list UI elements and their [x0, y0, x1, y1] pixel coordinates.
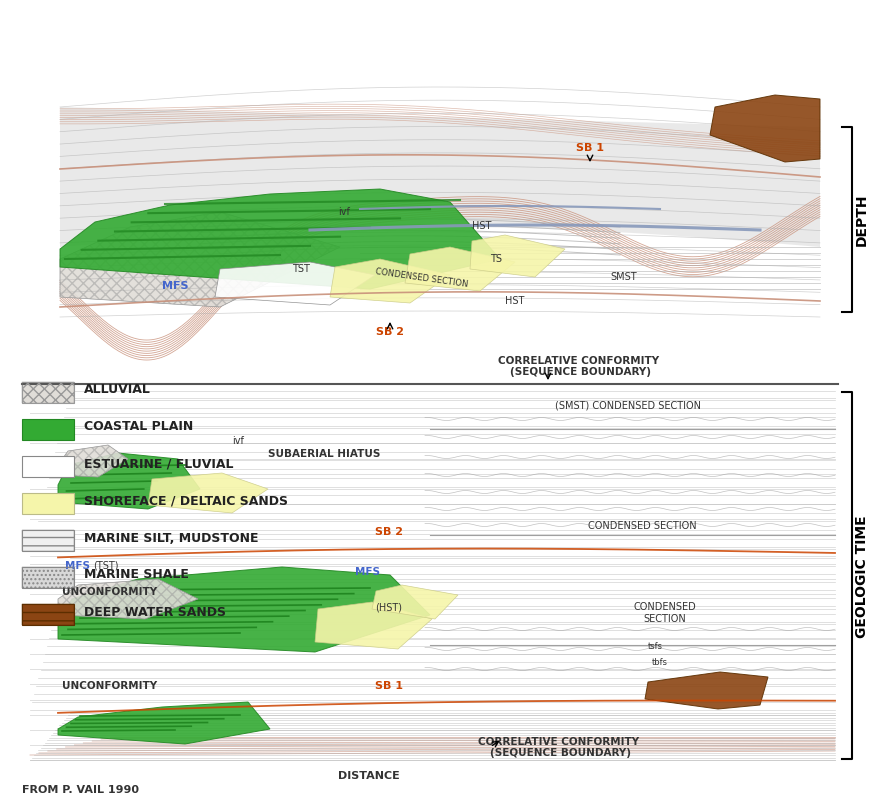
Text: tbfs: tbfs — [651, 658, 667, 667]
Text: (HST): (HST) — [375, 603, 401, 613]
Polygon shape — [58, 453, 200, 509]
Polygon shape — [58, 579, 198, 619]
Polygon shape — [329, 259, 449, 303]
Text: SB 2: SB 2 — [375, 527, 402, 537]
Text: SB 1: SB 1 — [575, 143, 603, 153]
Polygon shape — [60, 107, 819, 247]
Bar — [22, 604, 74, 625]
Text: UNCONFORMITY: UNCONFORMITY — [62, 681, 157, 691]
Text: MARINE SILT, MUDSTONE: MARINE SILT, MUDSTONE — [84, 532, 258, 545]
Text: ALLUVIAL: ALLUVIAL — [84, 383, 150, 396]
Text: GEOLOGIC TIME: GEOLOGIC TIME — [854, 516, 868, 638]
Bar — [22, 382, 74, 403]
Bar — [22, 493, 74, 514]
Text: MFS: MFS — [65, 561, 90, 571]
Polygon shape — [215, 262, 375, 305]
Polygon shape — [372, 585, 457, 619]
Text: COASTAL PLAIN: COASTAL PLAIN — [84, 420, 193, 433]
Polygon shape — [60, 189, 500, 289]
Text: SMST: SMST — [609, 272, 636, 282]
Text: SUBAERIAL HIATUS: SUBAERIAL HIATUS — [268, 449, 380, 459]
Bar — [22, 604, 74, 625]
Text: HST: HST — [472, 221, 491, 231]
Bar — [22, 382, 74, 403]
Text: SB 1: SB 1 — [375, 681, 402, 691]
Text: (SMST) CONDENSED SECTION: (SMST) CONDENSED SECTION — [554, 401, 700, 411]
Text: tsfs: tsfs — [647, 642, 662, 651]
Polygon shape — [469, 235, 564, 277]
Bar — [22, 456, 74, 477]
Text: UNCONFORMITY: UNCONFORMITY — [62, 587, 157, 597]
Text: SB 2: SB 2 — [375, 327, 403, 337]
Text: CONDENSED SECTION: CONDENSED SECTION — [375, 267, 468, 289]
Text: CORRELATIVE CONFORMITY: CORRELATIVE CONFORMITY — [497, 356, 659, 366]
Text: (TST): (TST) — [93, 561, 118, 571]
Text: ivf: ivf — [232, 436, 243, 446]
Bar — [22, 530, 74, 551]
Polygon shape — [58, 445, 128, 477]
Text: TST: TST — [292, 264, 309, 274]
Text: DISTANCE: DISTANCE — [338, 771, 399, 781]
Text: CONDENSED SECTION: CONDENSED SECTION — [587, 521, 696, 531]
Text: HST: HST — [504, 296, 524, 306]
Text: DEEP WATER SANDS: DEEP WATER SANDS — [84, 605, 226, 618]
Text: CONDENSED
SECTION: CONDENSED SECTION — [633, 602, 695, 624]
Text: FROM P. VAIL 1990: FROM P. VAIL 1990 — [22, 785, 139, 795]
Polygon shape — [315, 602, 432, 649]
Text: (SEQUENCE BOUNDARY): (SEQUENCE BOUNDARY) — [509, 367, 650, 377]
Text: DEPTH: DEPTH — [854, 194, 868, 246]
Polygon shape — [405, 247, 514, 291]
Text: ivf: ivf — [338, 207, 349, 217]
Text: (SEQUENCE BOUNDARY): (SEQUENCE BOUNDARY) — [489, 748, 630, 758]
Bar — [22, 567, 74, 588]
Bar — [22, 567, 74, 588]
Polygon shape — [709, 95, 819, 162]
Text: CORRELATIVE CONFORMITY: CORRELATIVE CONFORMITY — [477, 737, 639, 747]
Bar — [22, 530, 74, 551]
Polygon shape — [58, 702, 269, 744]
Polygon shape — [148, 473, 268, 513]
Bar — [22, 419, 74, 440]
Text: MFS: MFS — [355, 567, 380, 577]
Text: MARINE SHALE: MARINE SHALE — [84, 568, 189, 582]
Text: MFS: MFS — [162, 281, 189, 291]
Text: TS: TS — [489, 254, 501, 264]
Polygon shape — [58, 567, 429, 652]
Polygon shape — [60, 212, 340, 307]
Polygon shape — [644, 672, 767, 709]
Text: SHOREFACE / DELTAIC SANDS: SHOREFACE / DELTAIC SANDS — [84, 495, 288, 508]
Text: ESTUARINE / FLUVIAL: ESTUARINE / FLUVIAL — [84, 458, 233, 470]
